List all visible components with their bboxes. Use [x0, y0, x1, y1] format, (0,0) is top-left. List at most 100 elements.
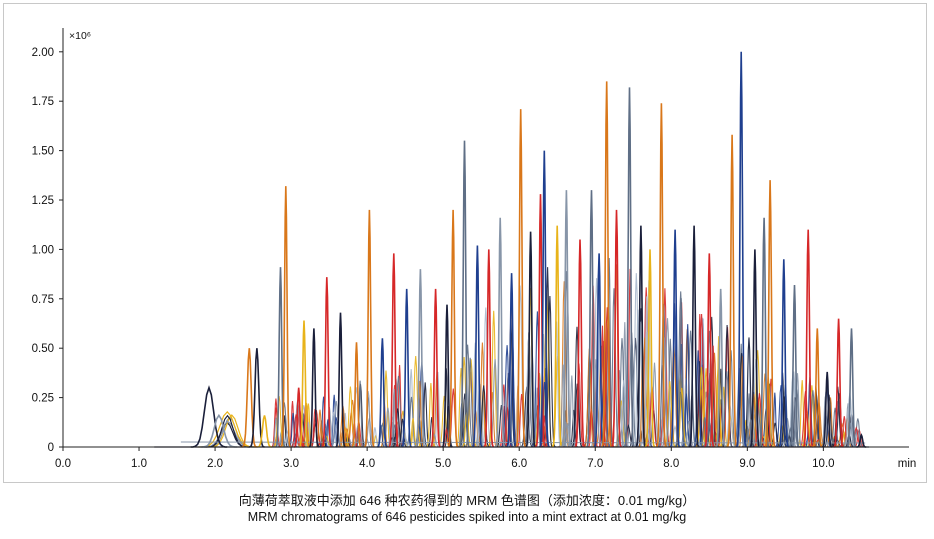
x-tick-label: 4.0 — [359, 458, 375, 470]
chromatogram-peak-21 — [459, 140, 470, 448]
chromatogram-filler-peak — [397, 418, 408, 448]
chromatogram-filler-peak — [708, 345, 718, 448]
chromatogram-peak-38 — [635, 225, 647, 448]
x-tick-label: 2.0 — [207, 458, 223, 470]
chromatogram-peak-18 — [430, 288, 441, 448]
chromatogram-filler-peak — [614, 370, 625, 448]
chromatogram-peak-7 — [293, 387, 304, 448]
x-tick-label: 1.0 — [131, 458, 147, 470]
chromatogram-peak-20 — [447, 209, 459, 448]
chromatogram-filler-peak — [409, 356, 423, 448]
chromatogram-chart: 0 0.25 0.50 0.75 1.00 1.25 1.50 1.75 2.00 0.0 1.0 2… — [32, 28, 917, 470]
chromatogram-filler-peak — [567, 375, 577, 448]
chromatogram-peak-5 — [275, 267, 286, 448]
axes-layer: 0 0.25 0.50 0.75 1.00 1.25 1.50 1.75 2.00 0.0 1.0 2… — [32, 28, 917, 470]
chromatogram-peak-24 — [494, 217, 506, 448]
chromatogram-peak-42 — [688, 225, 700, 448]
chromatogram-filler-peak — [676, 387, 688, 448]
x-tick-label: 8.0 — [663, 458, 679, 470]
x-tick-label: 6.0 — [511, 458, 527, 470]
y-tick-label: 1.75 — [32, 96, 54, 108]
chromatogram-filler-peak — [500, 345, 514, 448]
x-tick-label: 0.0 — [55, 458, 71, 470]
chromatogram-peak-56 — [846, 328, 857, 448]
chromatogram-peak-49 — [764, 180, 776, 448]
chromatogram-peak-8 — [298, 320, 310, 448]
chromatogram-peak-55 — [833, 318, 844, 448]
chromatogram-peak-50 — [778, 259, 790, 448]
chromatogram-filler-peak — [304, 422, 313, 448]
chromatogram-filler-peak — [540, 415, 549, 448]
chromatogram-peak-1 — [200, 413, 238, 448]
chromatogram-peak-23 — [483, 249, 495, 448]
chromatogram-peak-25 — [506, 273, 517, 448]
chromatogram-peak-13 — [364, 209, 375, 448]
chromatogram-peak-0 — [190, 385, 228, 448]
chromatogram-peak-26 — [515, 109, 527, 448]
chromatogram-peak-22 — [472, 245, 483, 448]
chromatogram-peak-30 — [551, 225, 563, 448]
caption-english: MRM chromatograms of 646 pesticides spik… — [247, 510, 687, 524]
chromatogram-filler-peak — [425, 383, 436, 448]
chromatogram-peak-27 — [525, 231, 536, 448]
y-tick-label: 2.00 — [32, 47, 54, 59]
chromatogram-peak-33 — [586, 190, 597, 448]
chromatogram-filler-peak — [807, 390, 819, 448]
chromatogram-peak-53 — [812, 328, 823, 448]
chromatogram-peak-41 — [669, 229, 681, 448]
chromatogram-peak-43 — [704, 253, 715, 448]
x-tick-label: 9.0 — [739, 458, 755, 470]
chromatogram-filler-peak — [477, 385, 490, 448]
chromatogram-filler-peak — [391, 408, 404, 448]
x-tick-label: 3.0 — [283, 458, 299, 470]
chromatogram-peak-46 — [735, 51, 747, 448]
chromatogram-peak-15 — [388, 253, 399, 448]
chromatogram-filler-peak — [659, 337, 670, 448]
chromatogram-filler-peak — [271, 407, 281, 448]
caption-chinese: 向薄荷萃取液中添加 646 种农药得到的 MRM 色谱图（添加浓度：0.01 m… — [238, 493, 696, 508]
chromatogram-peak-35 — [601, 81, 613, 448]
y-tick-label: 0.75 — [32, 294, 54, 306]
y-multiplier-label: ×10⁶ — [69, 30, 91, 42]
peaks-layer — [154, 51, 869, 448]
chromatogram-filler-peak — [700, 368, 712, 448]
chromatogram-filler-peak — [797, 380, 807, 448]
y-tick-label: 0.50 — [32, 343, 54, 355]
chromatogram-peak-17 — [415, 269, 426, 448]
chromatogram-filler-peak — [693, 350, 703, 448]
chromatogram-peak-10 — [321, 277, 333, 448]
chromatogram-peak-11 — [335, 312, 346, 448]
chromatogram-peak-32 — [574, 239, 586, 448]
y-tick-label: 1.50 — [32, 146, 54, 158]
y-tick-label: 0 — [48, 442, 54, 454]
x-axis-unit-label: min — [898, 458, 917, 470]
chromatogram-early-hump — [205, 414, 250, 448]
chromatogram-filler-peak — [318, 396, 329, 448]
chart-frame: 0 0.25 0.50 0.75 1.00 1.25 1.50 1.75 2.00 0.0 1.0 2… — [3, 3, 927, 483]
chromatogram-peak-9 — [308, 328, 320, 448]
x-tick-label: 5.0 — [435, 458, 451, 470]
chromatogram-peak-40 — [655, 103, 667, 448]
chromatogram-filler-peak — [303, 403, 314, 448]
chromatogram-filler-peak — [344, 386, 357, 448]
chromatogram-filler-peak — [753, 393, 766, 448]
x-tick-label: 10.0 — [812, 458, 834, 470]
chromatogram-peak-51 — [789, 284, 800, 448]
y-tick-label: 1.00 — [32, 244, 54, 256]
chromatogram-filler-peak — [562, 421, 570, 448]
chromatogram-peak-37 — [623, 87, 635, 448]
chromatogram-peak-3 — [249, 348, 265, 448]
y-tick-label: 1.25 — [32, 195, 54, 207]
chromatogram-peak-2 — [241, 348, 258, 448]
chromatogram-peak-12 — [351, 342, 362, 448]
chromatogram-filler-peak — [355, 380, 365, 448]
chromatogram-peak-31 — [560, 190, 572, 448]
chromatogram-filler-peak — [339, 416, 348, 448]
chromatogram-filler-peak — [720, 371, 734, 448]
chromatogram-filler-peak — [699, 417, 710, 448]
chromatogram-filler-peak — [460, 344, 475, 448]
chromatogram-peak-28 — [535, 194, 546, 448]
chromatogram-peak-39 — [644, 249, 656, 448]
chromatogram-filler-peak — [488, 359, 502, 448]
chromatogram-filler-peak — [571, 383, 583, 448]
